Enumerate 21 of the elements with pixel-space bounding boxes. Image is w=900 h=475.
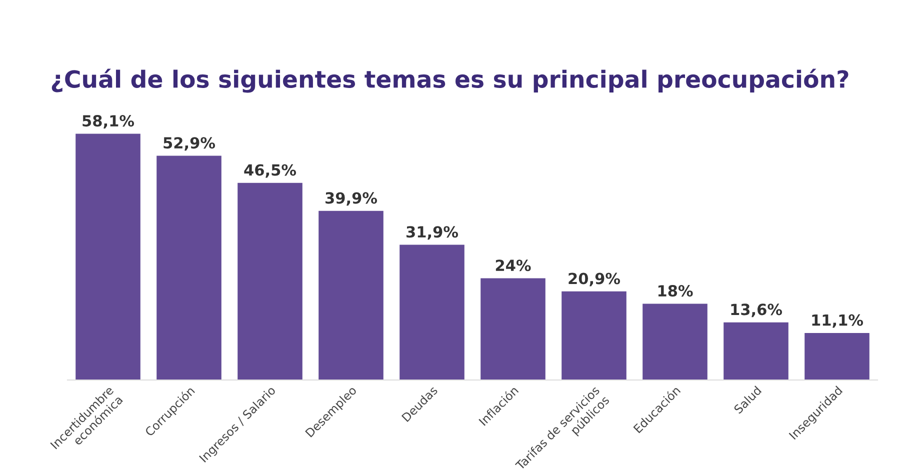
data-label: 39,9%	[326, 192, 378, 206]
data-label: 24%	[496, 260, 531, 272]
bar	[804, 332, 870, 380]
data-label: 58,1%	[82, 115, 134, 129]
bar	[156, 156, 222, 380]
data-label: 20,9%	[568, 272, 620, 286]
bar	[562, 291, 626, 380]
data-label: 18%	[658, 285, 693, 297]
bar	[480, 278, 546, 380]
bar	[76, 134, 140, 380]
bar	[642, 304, 708, 380]
data-label: 13,6%	[731, 304, 782, 318]
bar	[724, 322, 788, 380]
data-label: 11,1%	[812, 314, 864, 328]
bar	[318, 210, 384, 380]
data-label: 31,9%	[406, 226, 458, 240]
chart-title: ¿Cuál de los siguientes temas es su principal preocupación?	[52, 68, 848, 93]
bar	[400, 244, 464, 380]
data-label: 52,9%	[164, 137, 216, 151]
bar	[238, 182, 302, 380]
data-label: 46,5%	[244, 164, 296, 178]
